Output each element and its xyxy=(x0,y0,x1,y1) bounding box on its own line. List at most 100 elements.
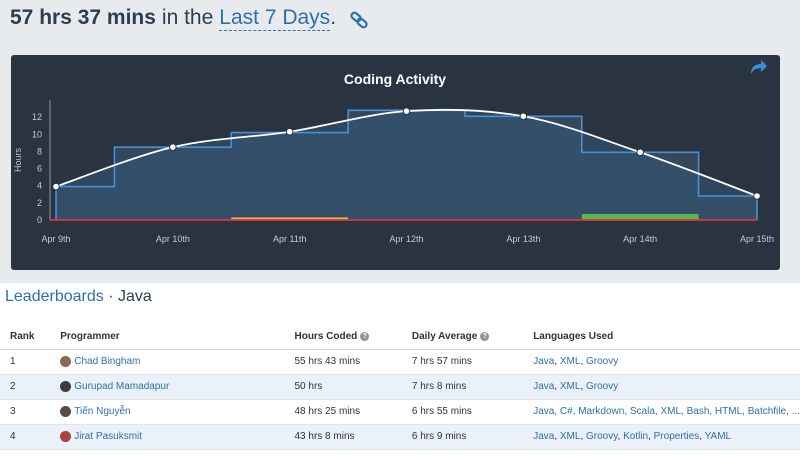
table-header-row: Rank Programmer Hours Coded? Daily Avera… xyxy=(0,325,800,350)
average-cell: 7 hrs 8 mins xyxy=(411,374,534,400)
hours-cell: 50 hrs xyxy=(294,374,412,400)
table-row: 1 Chad Bingham 55 hrs 43 mins 7 hrs 57 mins… xyxy=(0,349,800,375)
language-link[interactable]: Properties xyxy=(653,431,700,442)
lang-separator: , xyxy=(554,431,560,442)
languages-cell: Java, XML, Groovy xyxy=(533,374,800,400)
programmer-link[interactable]: Tiến Nguyễn xyxy=(74,405,131,417)
step-bar xyxy=(231,132,349,220)
table-row: 2 Gurupad Mamadapur 50 hrs 7 hrs 8 mins Java… xyxy=(0,374,800,400)
languages-cell: Java, C#, Markdown, Scala, XML, Bash, HT… xyxy=(533,399,800,425)
programmer-link[interactable]: Jirat Pasuksmit xyxy=(74,430,143,442)
data-point xyxy=(285,127,294,136)
hours-cell: 55 hrs 43 mins xyxy=(294,349,412,375)
languages-cell: Java, XML, Groovy xyxy=(533,349,800,375)
programmer-cell: Chad Bingham xyxy=(54,349,295,375)
data-point xyxy=(402,107,411,115)
y-tick-label: 8 xyxy=(37,146,42,156)
rank-cell: 1 xyxy=(0,349,55,375)
x-tick-label: Apr 10th xyxy=(156,234,190,244)
hours-cell: 43 hrs 8 mins xyxy=(294,424,412,450)
avatar[interactable] xyxy=(60,430,72,442)
table-row: 3 Tiến Nguyễn 48 hrs 25 mins 6 hrs 55 mins J… xyxy=(0,399,800,425)
col-rank: Rank xyxy=(0,325,55,350)
y-tick-label: 4 xyxy=(37,181,42,191)
step-bar xyxy=(56,186,115,220)
link-icon[interactable] xyxy=(349,11,369,29)
col-hours-coded: Hours Coded? xyxy=(294,325,412,350)
leaderboard-language: Java xyxy=(117,288,152,305)
rank-cell: 3 xyxy=(0,399,55,425)
step-bar xyxy=(698,196,757,220)
leaderboard-heading: Leaderboards · Java xyxy=(5,288,152,306)
headline-prefix: in the xyxy=(161,6,214,29)
lang-separator: , xyxy=(580,431,586,442)
languages-text[interactable]: Java, C#, Markdown, Scala, XML, Bash, HT… xyxy=(533,406,800,417)
data-point xyxy=(519,112,528,121)
language-link[interactable]: YAML xyxy=(704,431,732,442)
lang-separator: , xyxy=(699,431,705,442)
col-languages: Languages Used xyxy=(533,325,800,350)
lang-separator: , xyxy=(648,431,654,442)
language-link[interactable]: Java xyxy=(533,356,555,367)
y-tick-label: 0 xyxy=(37,215,42,225)
programmer-link[interactable]: Chad Bingham xyxy=(74,355,141,367)
programmer-link[interactable]: Gurupad Mamadapur xyxy=(74,380,170,392)
chart-title: Coding Activity xyxy=(344,71,446,87)
y-tick-label: 10 xyxy=(32,129,42,139)
x-tick-label: Apr 11th xyxy=(273,234,306,244)
language-link[interactable]: Java xyxy=(533,381,555,392)
data-point xyxy=(52,182,60,191)
programmer-cell: Jirat Pasuksmit xyxy=(54,424,295,450)
headline-suffix: . xyxy=(330,6,337,29)
y-tick-label: 12 xyxy=(32,112,42,122)
share-arrow-icon[interactable] xyxy=(748,58,768,76)
step-bar xyxy=(464,116,582,220)
data-point xyxy=(636,148,644,157)
highlight-bar xyxy=(581,214,699,220)
average-cell: 7 hrs 57 mins xyxy=(411,349,534,375)
data-point xyxy=(169,143,177,151)
help-icon[interactable]: ? xyxy=(360,332,370,342)
language-link[interactable]: XML xyxy=(559,356,581,367)
step-bar xyxy=(348,110,465,220)
x-tick-label: Apr 15th xyxy=(740,234,774,244)
leaderboard-table: Rank Programmer Hours Coded? Daily Avera… xyxy=(0,325,800,450)
x-tick-label: Apr 12th xyxy=(389,234,423,244)
language-link[interactable]: Groovy xyxy=(586,356,619,367)
step-bar xyxy=(581,152,699,220)
chart-canvas: Coding Activity Hours 0 2 4 6 8 10 12 Apr 9th Apr … xyxy=(13,71,774,244)
language-link[interactable]: XML xyxy=(559,431,581,442)
hours-cell: 48 hrs 25 mins xyxy=(294,399,412,425)
y-tick-label: 6 xyxy=(37,164,42,174)
language-link[interactable]: Groovy xyxy=(586,431,618,442)
heading-separator: · xyxy=(103,288,118,305)
data-point xyxy=(753,192,761,200)
lang-separator: , xyxy=(617,431,624,442)
coding-activity-chart: Coding Activity Hours 0 2 4 6 8 10 12 Apr 9th Apr … xyxy=(11,55,780,270)
avatar[interactable] xyxy=(60,355,72,367)
leaderboards-link[interactable]: Leaderboards xyxy=(5,288,104,305)
language-link[interactable]: Groovy xyxy=(586,381,619,392)
x-tick-label: Apr 9th xyxy=(41,234,70,244)
help-icon[interactable]: ? xyxy=(480,332,490,342)
languages-cell: Java, XML, Groovy, Kotlin, Properties, Y… xyxy=(533,424,800,450)
average-cell: 6 hrs 9 mins xyxy=(411,424,534,450)
language-link[interactable]: XML xyxy=(559,381,581,392)
avatar[interactable] xyxy=(60,380,72,392)
programmer-cell: Gurupad Mamadapur xyxy=(54,374,295,400)
col-daily-average: Daily Average? xyxy=(411,325,534,350)
language-link[interactable]: Java xyxy=(533,431,555,442)
x-tick-label: Apr 13th xyxy=(506,234,540,244)
y-tick-label: 2 xyxy=(37,198,42,208)
y-axis-label: Hours xyxy=(13,148,23,173)
x-tick-label: Apr 14th xyxy=(623,234,657,244)
page-headline: 57 hrs 37 mins in the Last 7 Days . xyxy=(10,6,336,36)
lang-separator: , xyxy=(580,356,586,367)
avatar[interactable] xyxy=(60,405,72,417)
highlight-bar xyxy=(231,217,349,220)
rank-cell: 4 xyxy=(0,424,55,450)
col-programmer: Programmer xyxy=(54,325,295,350)
range-selector-link[interactable]: Last 7 Days xyxy=(219,6,331,31)
language-link[interactable]: Kotlin xyxy=(623,431,649,442)
lang-separator: , xyxy=(554,356,560,367)
